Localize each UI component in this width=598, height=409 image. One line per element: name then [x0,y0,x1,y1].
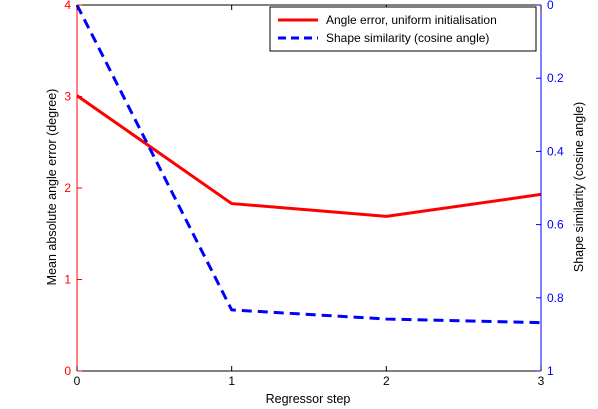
y-right-tick-label: 1 [547,364,554,378]
x-tick-label: 2 [383,374,390,388]
x-tick-label: 3 [538,374,545,388]
legend-label-0: Angle error, uniform initialisation [326,13,497,27]
y-right-tick-label: 0.2 [547,71,564,85]
legend-box [269,6,537,52]
y-left-tick-label: 1 [64,273,71,287]
y-axis-left-label: Mean absolute angle error (degree) [45,89,59,286]
y-right-tick-label: 0.4 [547,144,564,158]
y-left-tick-label: 3 [64,90,71,104]
x-axis-label: Regressor step [266,392,351,406]
y-right-tick-label: 0 [547,0,554,12]
x-tick-label: 0 [74,374,81,388]
y-left-tick-label: 2 [64,181,71,195]
legend-label-1: Shape similarity (cosine angle) [326,31,489,45]
y-left-tick-label: 4 [64,0,71,12]
y-left-tick-label: 0 [64,364,71,378]
plot-background [77,5,541,371]
plot-area [77,5,541,371]
series-layer [75,4,542,325]
axes-layer: 0 1 2 3 0 1 2 3 4 0 0.2 0.4 0.6 0.8 1 [64,0,564,388]
x-tick-label: 1 [228,374,235,388]
y-right-tick-label: 0.8 [547,291,564,305]
y-right-tick-label: 0.6 [547,218,564,232]
legend: Angle error, uniform initialisation Shape… [269,6,537,52]
series-line-1 [75,4,542,325]
series-line-0 [76,94,542,218]
y-axis-right-label: Shape similarity (cosine angle) [572,102,586,272]
